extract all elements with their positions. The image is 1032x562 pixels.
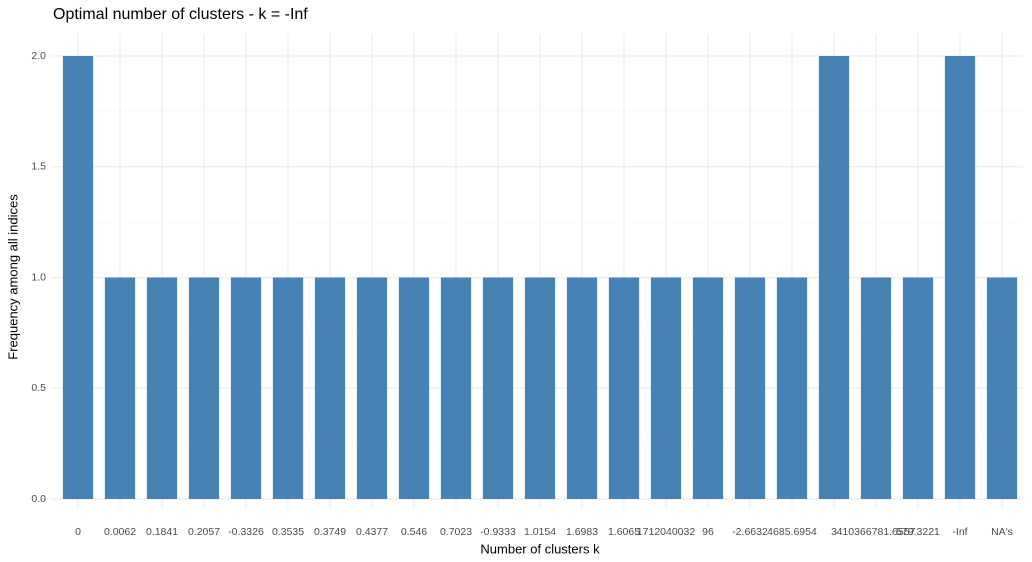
bar	[482, 277, 514, 499]
chart-title: Optimal number of clusters - k = -Inf	[53, 6, 308, 23]
bar	[860, 277, 892, 499]
x-tick-label: 1.6065	[608, 526, 640, 538]
bar	[104, 277, 136, 499]
bar	[776, 277, 808, 499]
bar	[230, 277, 262, 499]
x-tick-label: 0.546	[401, 526, 427, 538]
bar	[944, 56, 976, 499]
bar	[734, 277, 766, 499]
x-axis-label: Number of clusters k	[480, 541, 600, 556]
x-tick-label: 0.3535	[272, 526, 304, 538]
bar	[902, 277, 934, 499]
bar	[650, 277, 682, 499]
bar	[314, 277, 346, 499]
x-tick-label: 0.1841	[146, 526, 178, 538]
x-tick-label: 3	[831, 526, 837, 538]
x-tick-label: 1712040032	[637, 526, 696, 538]
x-tick-label: NA's	[991, 526, 1013, 538]
bar	[398, 277, 430, 499]
bar	[272, 277, 304, 499]
x-tick-label: 0.7023	[440, 526, 472, 538]
x-tick-label: 0.2057	[188, 526, 220, 538]
bar	[608, 277, 640, 499]
x-tick-label: 0	[75, 526, 81, 538]
x-tick-label: 1.6983	[566, 526, 598, 538]
y-tick-label: 0.5	[31, 382, 46, 394]
x-tick-label: -0.9333	[480, 526, 516, 538]
bar	[524, 277, 556, 499]
bar	[692, 277, 724, 499]
x-tick-label: 1.0154	[524, 526, 556, 538]
y-tick-label: 2.0	[31, 50, 46, 62]
bar	[62, 56, 94, 499]
bar	[356, 277, 388, 499]
x-tick-label: -0.3326	[228, 526, 264, 538]
x-tick-label: 96	[702, 526, 714, 538]
y-axis-label: Frequency among all indices	[5, 194, 20, 360]
x-tick-label: 579.3221	[896, 526, 940, 538]
bar	[146, 277, 178, 499]
x-tick-label: -2.6632	[732, 526, 768, 538]
bar	[566, 277, 598, 499]
bar	[818, 56, 850, 499]
y-tick-label: 1.5	[31, 161, 46, 173]
x-tick-label: 410366781.6557	[837, 526, 916, 538]
x-tick-label: 0.3749	[314, 526, 346, 538]
x-tick-label: 0.4377	[356, 526, 388, 538]
bar	[986, 277, 1018, 499]
x-tick-label: 4685.6954	[767, 526, 817, 538]
x-tick-label: 0.0062	[104, 526, 136, 538]
y-tick-label: 1.0	[31, 271, 46, 283]
y-tick-label: 0.0	[31, 493, 46, 505]
x-tick-label: -Inf	[952, 526, 967, 538]
bar	[188, 277, 220, 499]
bar	[440, 277, 472, 499]
